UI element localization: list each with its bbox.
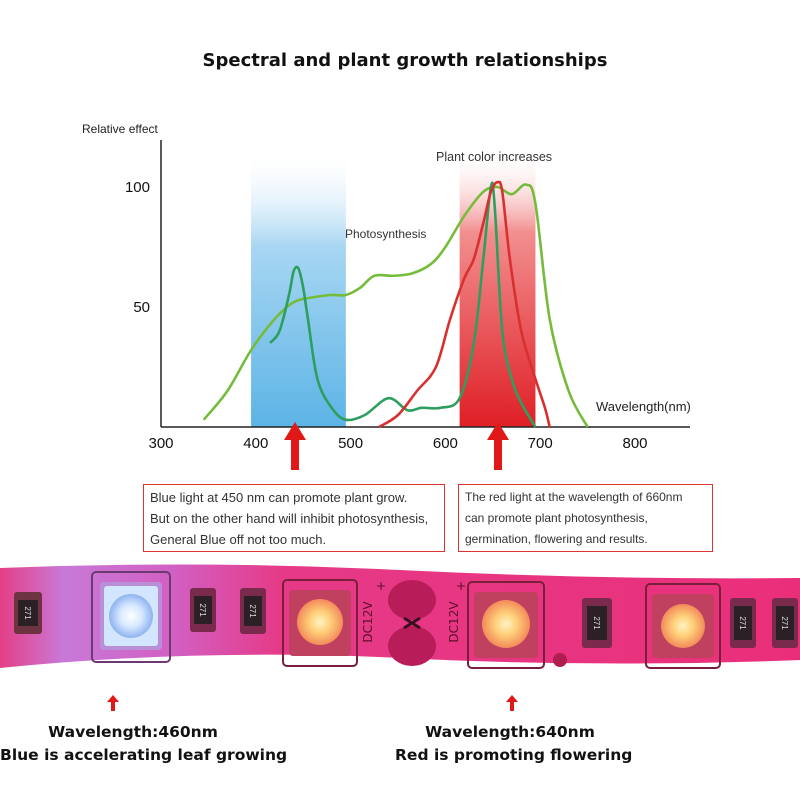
red-note-line: germination, flowering and results. [465, 532, 648, 546]
blue-caption-effect: Blue is accelerating leaf growing [0, 746, 288, 764]
red-band [459, 148, 536, 427]
plus-sign: + [376, 579, 386, 593]
x-tick-label: 400 [243, 435, 268, 452]
resistor: 271 [730, 598, 756, 648]
x-tick-label: 500 [338, 435, 363, 452]
red-caption: Wavelength:640nm Red is promoting flower… [395, 721, 633, 767]
blue-arrow [284, 422, 306, 470]
blue-note-line: But on the other hand will inhibit photo… [150, 511, 429, 526]
blue-note-line: Blue light at 450 nm can promote plant g… [150, 490, 408, 505]
blue-note-line: General Blue off not too much. [150, 532, 327, 547]
blue-caption-arrow-icon [107, 695, 119, 711]
plus-sign: + [456, 579, 466, 593]
voltage-label: DC12V [447, 601, 461, 643]
red-caption-arrow-icon [506, 695, 518, 711]
resistor-code: 271 [248, 604, 257, 618]
red-led-chip [282, 579, 358, 667]
series-line-2 [269, 181, 537, 428]
red-led-chip [467, 581, 545, 669]
page-title: Spectral and plant growth relationships [202, 50, 608, 71]
resistor-code: 271 [23, 606, 32, 620]
resistor-code: 271 [592, 616, 601, 630]
y-tick-label: 100 [125, 179, 150, 196]
blue-caption-wavelength: Wavelength:460nm [48, 723, 218, 741]
resistor-code: 271 [780, 616, 789, 630]
via-dot [553, 653, 567, 667]
blue-band [251, 148, 346, 427]
x-tick-label: 800 [622, 435, 647, 452]
resistor-code: 271 [198, 603, 207, 617]
red-caption-effect: Red is promoting flowering [395, 746, 633, 764]
blue-light-note: Blue light at 450 nm can promote plant g… [143, 484, 445, 552]
y-axis-label: Relative effect [82, 122, 158, 136]
blue-led-chip [91, 571, 171, 663]
series-line-1 [202, 183, 589, 428]
solder-pads [388, 580, 436, 666]
resistor-code: 271 [738, 616, 747, 630]
blue-caption: Wavelength:460nm Blue is accelerating le… [0, 721, 288, 767]
voltage-label: DC12V [361, 601, 375, 643]
annotation-plant-color: Plant color increases [436, 150, 552, 164]
series-line-3 [378, 180, 551, 429]
resistor: 271 [14, 592, 42, 634]
led-strip: 271 271 271 DC12V + DC12V + 271 [0, 564, 800, 669]
red-note-line: can promote plant photosynthesis, [465, 511, 648, 525]
x-tick-label: 700 [528, 435, 553, 452]
red-caption-wavelength: Wavelength:640nm [425, 723, 595, 741]
x-tick-label: 300 [148, 435, 173, 452]
resistor: 271 [582, 598, 612, 648]
x-tick-label: 600 [433, 435, 458, 452]
resistor: 271 [772, 598, 798, 648]
resistor: 271 [190, 588, 216, 632]
annotation-photosynthesis: Photosynthesis [345, 227, 426, 241]
red-note-line: The red light at the wavelength of 660nm [465, 490, 683, 504]
y-tick-label: 50 [133, 299, 150, 316]
resistor: 271 [240, 588, 266, 634]
x-axis-label: Wavelength(nm) [596, 399, 691, 414]
red-arrow [487, 422, 509, 470]
red-light-note: The red light at the wavelength of 660nm… [458, 484, 713, 552]
red-led-chip [645, 583, 721, 669]
